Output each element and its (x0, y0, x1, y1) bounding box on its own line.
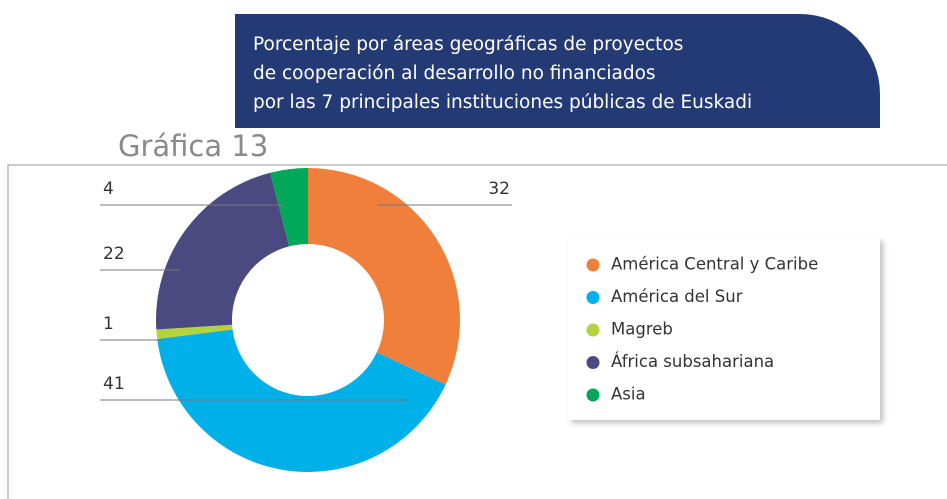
title-box (235, 14, 880, 128)
legend-swatch (586, 356, 600, 369)
legend-label: África subsahariana (611, 352, 774, 371)
chart-title: Porcentaje por áreas geográficas de proy… (253, 34, 683, 55)
donut-slice (157, 329, 446, 472)
legend-label: Magreb (611, 320, 673, 339)
legend-swatch (586, 258, 600, 272)
data-label: 1 (103, 314, 114, 334)
data-label: 4 (103, 179, 114, 199)
donut-slice (156, 324, 233, 340)
chart-label: Gráfica 13 (118, 129, 268, 163)
legend-swatch (586, 323, 600, 337)
legend-label: Asia (611, 385, 646, 404)
legend-label: América Central y Caribe (611, 255, 818, 274)
donut-slice (156, 172, 290, 330)
legend-box (568, 238, 880, 420)
frame (7, 164, 947, 499)
donut-slice (270, 168, 308, 247)
legend-label: América del Sur (611, 287, 743, 306)
data-label: 22 (103, 244, 125, 264)
chart-title: por las 7 principales instituciones públ… (253, 92, 752, 113)
chart-title: de cooperación al desarrollo no financia… (253, 63, 656, 84)
donut-slice (308, 168, 460, 385)
legend-swatch (586, 388, 600, 402)
data-label: 32 (488, 179, 510, 199)
legend-swatch (586, 291, 600, 304)
data-label: 41 (103, 374, 125, 394)
